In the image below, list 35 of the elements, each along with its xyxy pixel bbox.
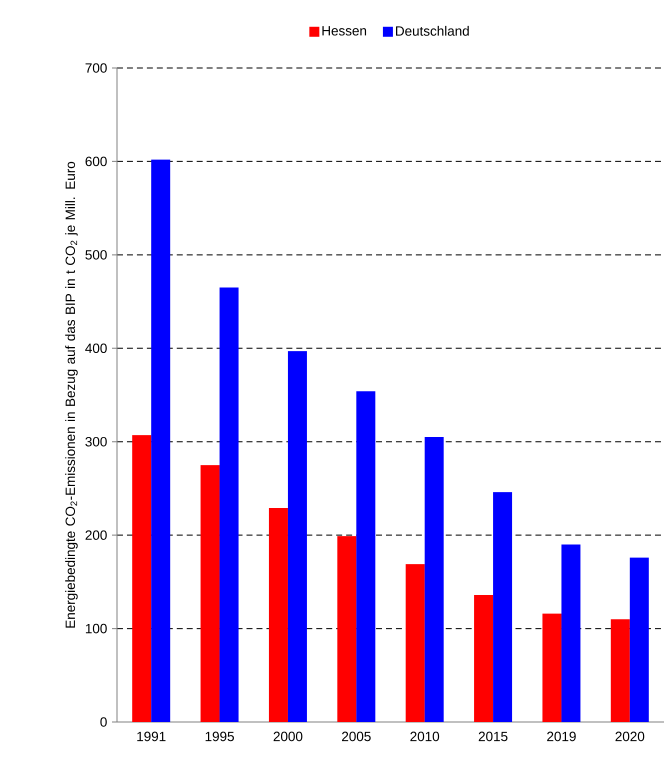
bar [151, 160, 170, 722]
bar [610, 619, 630, 722]
bar [424, 437, 444, 722]
x-tick-label: 2010 [410, 732, 440, 742]
bar [561, 544, 580, 722]
bar [493, 492, 512, 722]
bar [474, 594, 494, 722]
y-tick-label: 200 [86, 530, 107, 540]
bar [356, 391, 376, 722]
legend-label: Hessen [322, 26, 366, 36]
x-tick-label: 1991 [137, 732, 166, 742]
bar [542, 614, 562, 722]
y-tick-label: 0 [100, 717, 107, 727]
x-tick-label: 2000 [274, 732, 302, 742]
y-tick-label: 600 [86, 156, 107, 166]
bar [220, 288, 239, 722]
bar [630, 558, 649, 722]
x-tick-label: 1995 [206, 732, 234, 742]
y-tick-label: 400 [85, 344, 107, 354]
x-tick-label: 2015 [478, 732, 508, 742]
bar [337, 536, 356, 722]
bar [200, 465, 220, 722]
y-tick-label: 100 [86, 624, 107, 634]
bar [406, 564, 425, 722]
x-tick-label: 2020 [616, 732, 644, 742]
y-axis-title: Energiebedingte CO$_{2}$-Emissionen in Bezug auf das BIP in t CO$_{2}$ je Mill. Euro [65, 162, 78, 628]
y-tick-label: 500 [85, 250, 107, 260]
bar [288, 351, 307, 722]
bar [268, 508, 288, 722]
x-tick-label: 2005 [342, 732, 371, 742]
x-tick-label: 2019 [547, 732, 576, 742]
y-tick-label: 700 [86, 63, 107, 73]
legend-label: Deutschland [396, 26, 469, 36]
bar [132, 435, 152, 722]
y-tick-label: 300 [85, 436, 107, 446]
